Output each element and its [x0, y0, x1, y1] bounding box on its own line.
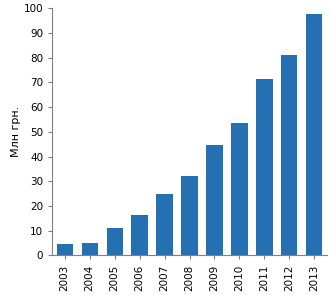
Y-axis label: Млн грн.: Млн грн.: [11, 106, 21, 158]
Bar: [81, 242, 98, 255]
Bar: [231, 123, 248, 255]
Bar: [256, 79, 272, 255]
Bar: [157, 194, 173, 255]
Bar: [131, 215, 148, 255]
Bar: [107, 228, 123, 255]
Bar: [181, 176, 198, 255]
Bar: [306, 14, 322, 255]
Bar: [281, 55, 298, 255]
Bar: [206, 145, 223, 255]
Bar: [57, 244, 73, 255]
